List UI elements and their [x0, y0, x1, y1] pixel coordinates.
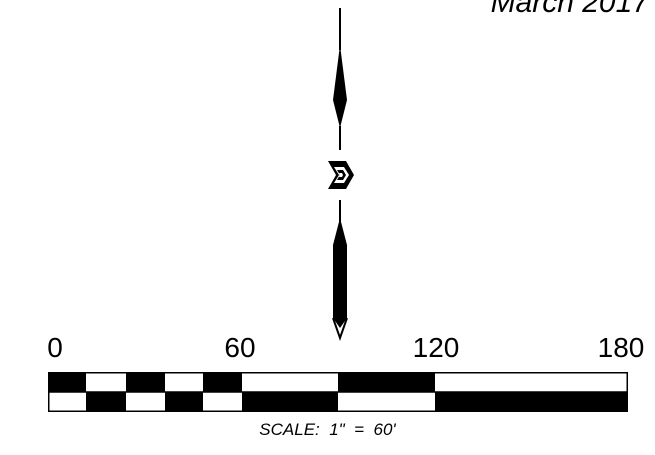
scale-segment	[86, 392, 126, 412]
date-label: March 2017	[490, 0, 649, 19]
scale-segment	[126, 372, 165, 392]
scale-tick-label-0: 0	[47, 332, 63, 363]
scale-segment	[242, 392, 338, 412]
scale-tick-label-180: 180	[597, 332, 645, 363]
scale-segment	[435, 392, 628, 412]
scale-segment	[48, 372, 86, 392]
scale-segment	[203, 372, 242, 392]
scale-bar	[48, 372, 628, 412]
north-arrow-bottom-blade	[333, 218, 347, 328]
scale-segment	[165, 392, 203, 412]
north-arrow-top-blade	[333, 45, 347, 128]
north-arrow-icon	[328, 8, 354, 342]
north-arrow-tail	[332, 317, 348, 342]
scale-text: SCALE: 1" = 60'	[259, 420, 396, 439]
north-arrow-center-symbol	[328, 161, 354, 189]
scale-tick-label-120: 120	[412, 332, 460, 363]
scale-tick-label-60: 60	[224, 332, 256, 363]
scale-segment	[338, 372, 435, 392]
